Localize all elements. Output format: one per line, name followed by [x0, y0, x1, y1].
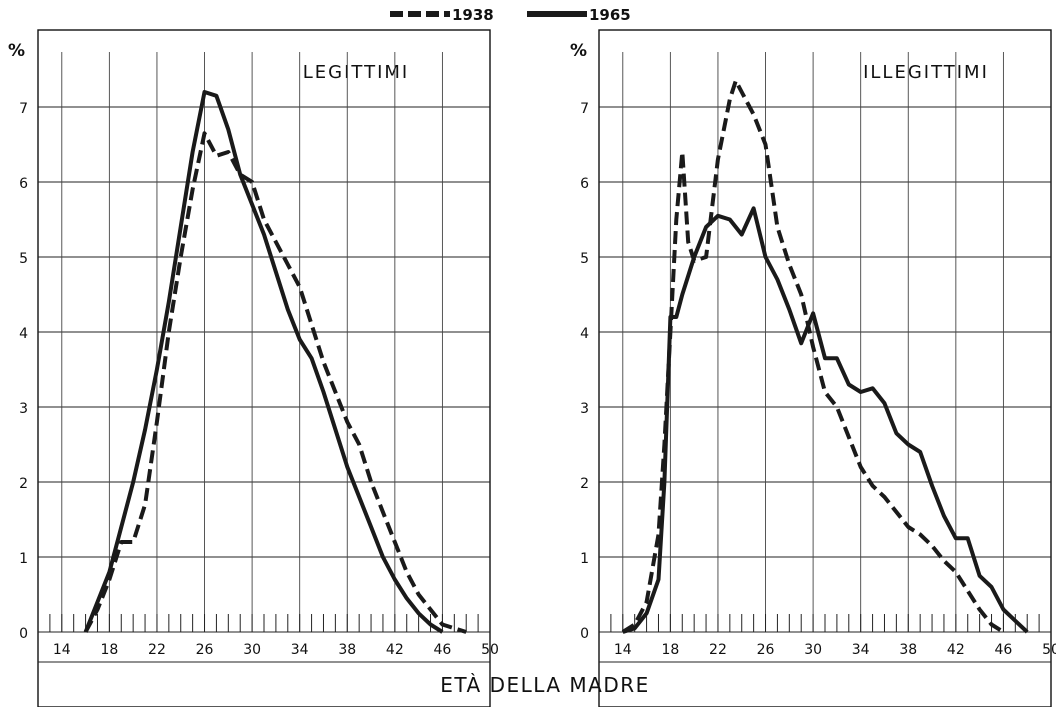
y-tick-label: 7	[580, 101, 589, 117]
y-tick-label: 2	[19, 476, 28, 492]
x-tick-label: 38	[338, 642, 356, 658]
gridlines	[599, 52, 1051, 633]
x-axis-title: ETÀ DELLA MADRE	[440, 673, 650, 697]
x-tick-label: 46	[434, 642, 452, 658]
panel-frame	[37, 29, 491, 707]
x-tick-label: 18	[661, 642, 679, 658]
x-tick-label: 26	[757, 642, 775, 658]
chart-title: LEGITTIMI	[303, 62, 409, 83]
y-tick-label: 3	[19, 401, 28, 417]
x-tick-label: 46	[995, 642, 1013, 658]
y-tick-label: 7	[19, 101, 28, 117]
y-tick-label: 5	[580, 251, 589, 267]
x-tick-label: 34	[291, 642, 309, 658]
legend-label-1938: 1938	[452, 6, 494, 24]
y-tick-label: 3	[580, 401, 589, 417]
x-tick-label: 42	[947, 642, 965, 658]
x-tick-label: 30	[804, 642, 822, 658]
y-unit-label: %	[570, 41, 587, 61]
x-tick-label: 30	[243, 642, 261, 658]
axis-ticks	[38, 614, 490, 663]
y-tick-label: 4	[19, 326, 28, 342]
y-tick-label: 0	[19, 626, 28, 642]
series-line-1938	[621, 78, 1005, 634]
x-tick-label: 18	[100, 642, 118, 658]
series-lines	[83, 90, 467, 634]
y-tick-label: 1	[19, 551, 28, 567]
series-line-1965	[622, 206, 1029, 634]
axis-ticks	[599, 614, 1051, 663]
x-tick-label: 14	[614, 642, 632, 658]
series-line-1938	[83, 131, 467, 634]
y-tick-label: 5	[19, 251, 28, 267]
legend-label-1965: 1965	[589, 6, 631, 24]
y-tick-label: 6	[580, 176, 589, 192]
x-tick-label: 14	[53, 642, 71, 658]
x-tick-label: 26	[196, 642, 214, 658]
y-unit-label: %	[8, 41, 25, 61]
x-tick-label: 50	[1042, 642, 1056, 658]
chart-title: ILLEGITTIMI	[863, 62, 989, 83]
panel-frame	[598, 29, 1052, 707]
gridlines	[38, 52, 490, 633]
x-tick-label: 22	[148, 642, 166, 658]
x-tick-label: 22	[709, 642, 727, 658]
y-tick-label: 0	[580, 626, 589, 642]
x-tick-label: 42	[386, 642, 404, 658]
legend: 1938 1965	[390, 6, 631, 24]
x-tick-label: 50	[481, 642, 499, 658]
y-tick-label: 2	[580, 476, 589, 492]
y-tick-label: 6	[19, 176, 28, 192]
y-tick-label: 4	[580, 326, 589, 342]
x-tick-label: 38	[899, 642, 917, 658]
y-tick-label: 1	[580, 551, 589, 567]
x-tick-label: 34	[852, 642, 870, 658]
series-lines	[621, 78, 1029, 634]
series-line-1965	[83, 90, 444, 634]
